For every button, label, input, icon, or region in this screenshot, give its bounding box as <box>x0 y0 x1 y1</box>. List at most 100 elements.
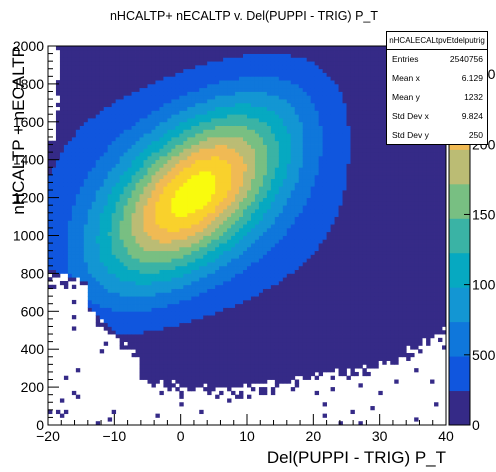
heatmap-cell <box>55 171 61 176</box>
heatmap-cell <box>183 205 188 210</box>
heatmap-cell <box>91 231 97 236</box>
heatmap-cell <box>278 205 284 210</box>
heatmap-cell <box>239 284 244 289</box>
heatmap-cell <box>163 345 168 350</box>
heatmap-cell <box>59 224 65 229</box>
heatmap-cell <box>151 311 156 316</box>
heatmap-cell <box>207 284 212 289</box>
heatmap-cell <box>63 375 69 380</box>
heatmap-cell <box>282 227 288 233</box>
heatmap-cell <box>179 364 184 369</box>
heatmap-cell <box>235 296 240 301</box>
heatmap-cell <box>183 144 188 149</box>
heatmap-cell <box>254 258 260 263</box>
heatmap-cell <box>239 296 244 301</box>
heatmap-cell <box>278 129 284 134</box>
heatmap-cell <box>99 99 105 104</box>
heatmap-cell <box>131 292 136 297</box>
heatmap-cell <box>59 205 65 210</box>
heatmap-cell <box>266 334 272 339</box>
heatmap-cell <box>167 64 172 70</box>
heatmap-cell <box>123 76 128 81</box>
heatmap-cell <box>286 201 292 206</box>
heatmap-cell <box>83 53 89 58</box>
heatmap-cell <box>171 110 176 115</box>
heatmap-cell <box>274 110 280 115</box>
heatmap-cell <box>99 216 105 221</box>
heatmap-cell <box>55 174 61 180</box>
heatmap-cell <box>167 262 172 267</box>
heatmap-cell <box>171 133 176 138</box>
heatmap-cell <box>95 159 101 164</box>
heatmap-cell <box>175 152 180 157</box>
heatmap-cell <box>227 326 232 331</box>
heatmap-cell <box>223 364 228 369</box>
heatmap-cell <box>67 265 73 271</box>
heatmap-cell <box>278 212 284 217</box>
heatmap-cell <box>107 326 113 331</box>
heatmap-cell <box>282 208 288 214</box>
heatmap-cell <box>147 178 152 183</box>
heatmap-cell <box>286 273 292 278</box>
heatmap-cell <box>231 280 236 286</box>
heatmap-cell <box>135 212 140 217</box>
heatmap-cell <box>266 87 272 92</box>
heatmap-cell <box>282 315 288 320</box>
heatmap-cell <box>59 129 65 134</box>
heatmap-cell <box>91 144 97 149</box>
heatmap-cell <box>135 269 140 274</box>
heatmap-cell <box>155 284 160 289</box>
heatmap-cell <box>115 174 121 180</box>
heatmap-cell <box>235 49 240 54</box>
heatmap-cell <box>95 152 101 157</box>
heatmap-cell <box>227 61 232 66</box>
heatmap-cell <box>63 144 69 149</box>
heatmap-cell <box>171 246 176 252</box>
heatmap-cell <box>79 269 85 274</box>
heatmap-cell <box>239 280 244 286</box>
heatmap-cell <box>127 76 132 81</box>
heatmap-cell <box>239 288 244 293</box>
heatmap-cell <box>227 129 232 134</box>
heatmap-cell <box>111 148 117 153</box>
heatmap-cell <box>139 303 144 308</box>
heatmap-cell <box>286 190 292 195</box>
heatmap-cell <box>219 167 224 172</box>
heatmap-cell <box>175 197 180 202</box>
heatmap-cell <box>71 68 77 73</box>
heatmap-cell <box>107 106 113 111</box>
heatmap-cell <box>147 193 152 198</box>
heatmap-cell <box>282 61 288 66</box>
heatmap-cell <box>87 114 93 119</box>
heatmap-cell <box>159 231 164 236</box>
heatmap-cell <box>191 224 196 229</box>
heatmap-cell <box>270 208 276 214</box>
heatmap-cell <box>103 311 109 316</box>
heatmap-cell <box>270 292 276 297</box>
heatmap-cell <box>239 352 244 358</box>
heatmap-cell <box>183 208 188 214</box>
heatmap-cell <box>278 186 284 191</box>
heatmap-cell <box>167 352 172 358</box>
heatmap-cell <box>199 61 204 66</box>
heatmap-cell <box>51 163 57 168</box>
heatmap-cell <box>155 144 160 149</box>
heatmap-cell <box>91 208 97 214</box>
heatmap-cell <box>195 349 200 354</box>
heatmap-cell <box>159 152 164 157</box>
heatmap-cell <box>111 174 117 180</box>
heatmap-cell <box>139 280 144 286</box>
heatmap-cell <box>219 163 224 168</box>
heatmap-cell <box>211 296 216 301</box>
heatmap-cell <box>183 99 188 104</box>
heatmap-cell <box>278 356 284 361</box>
heatmap-cell <box>227 246 232 252</box>
heatmap-cell <box>211 68 216 73</box>
heatmap-cell <box>71 121 77 126</box>
heatmap-cell <box>278 136 284 142</box>
heatmap-cell <box>254 190 260 195</box>
heatmap-cell <box>179 159 184 164</box>
heatmap-cell <box>243 258 248 263</box>
heatmap-cell <box>135 133 140 138</box>
heatmap-cell <box>115 231 121 236</box>
